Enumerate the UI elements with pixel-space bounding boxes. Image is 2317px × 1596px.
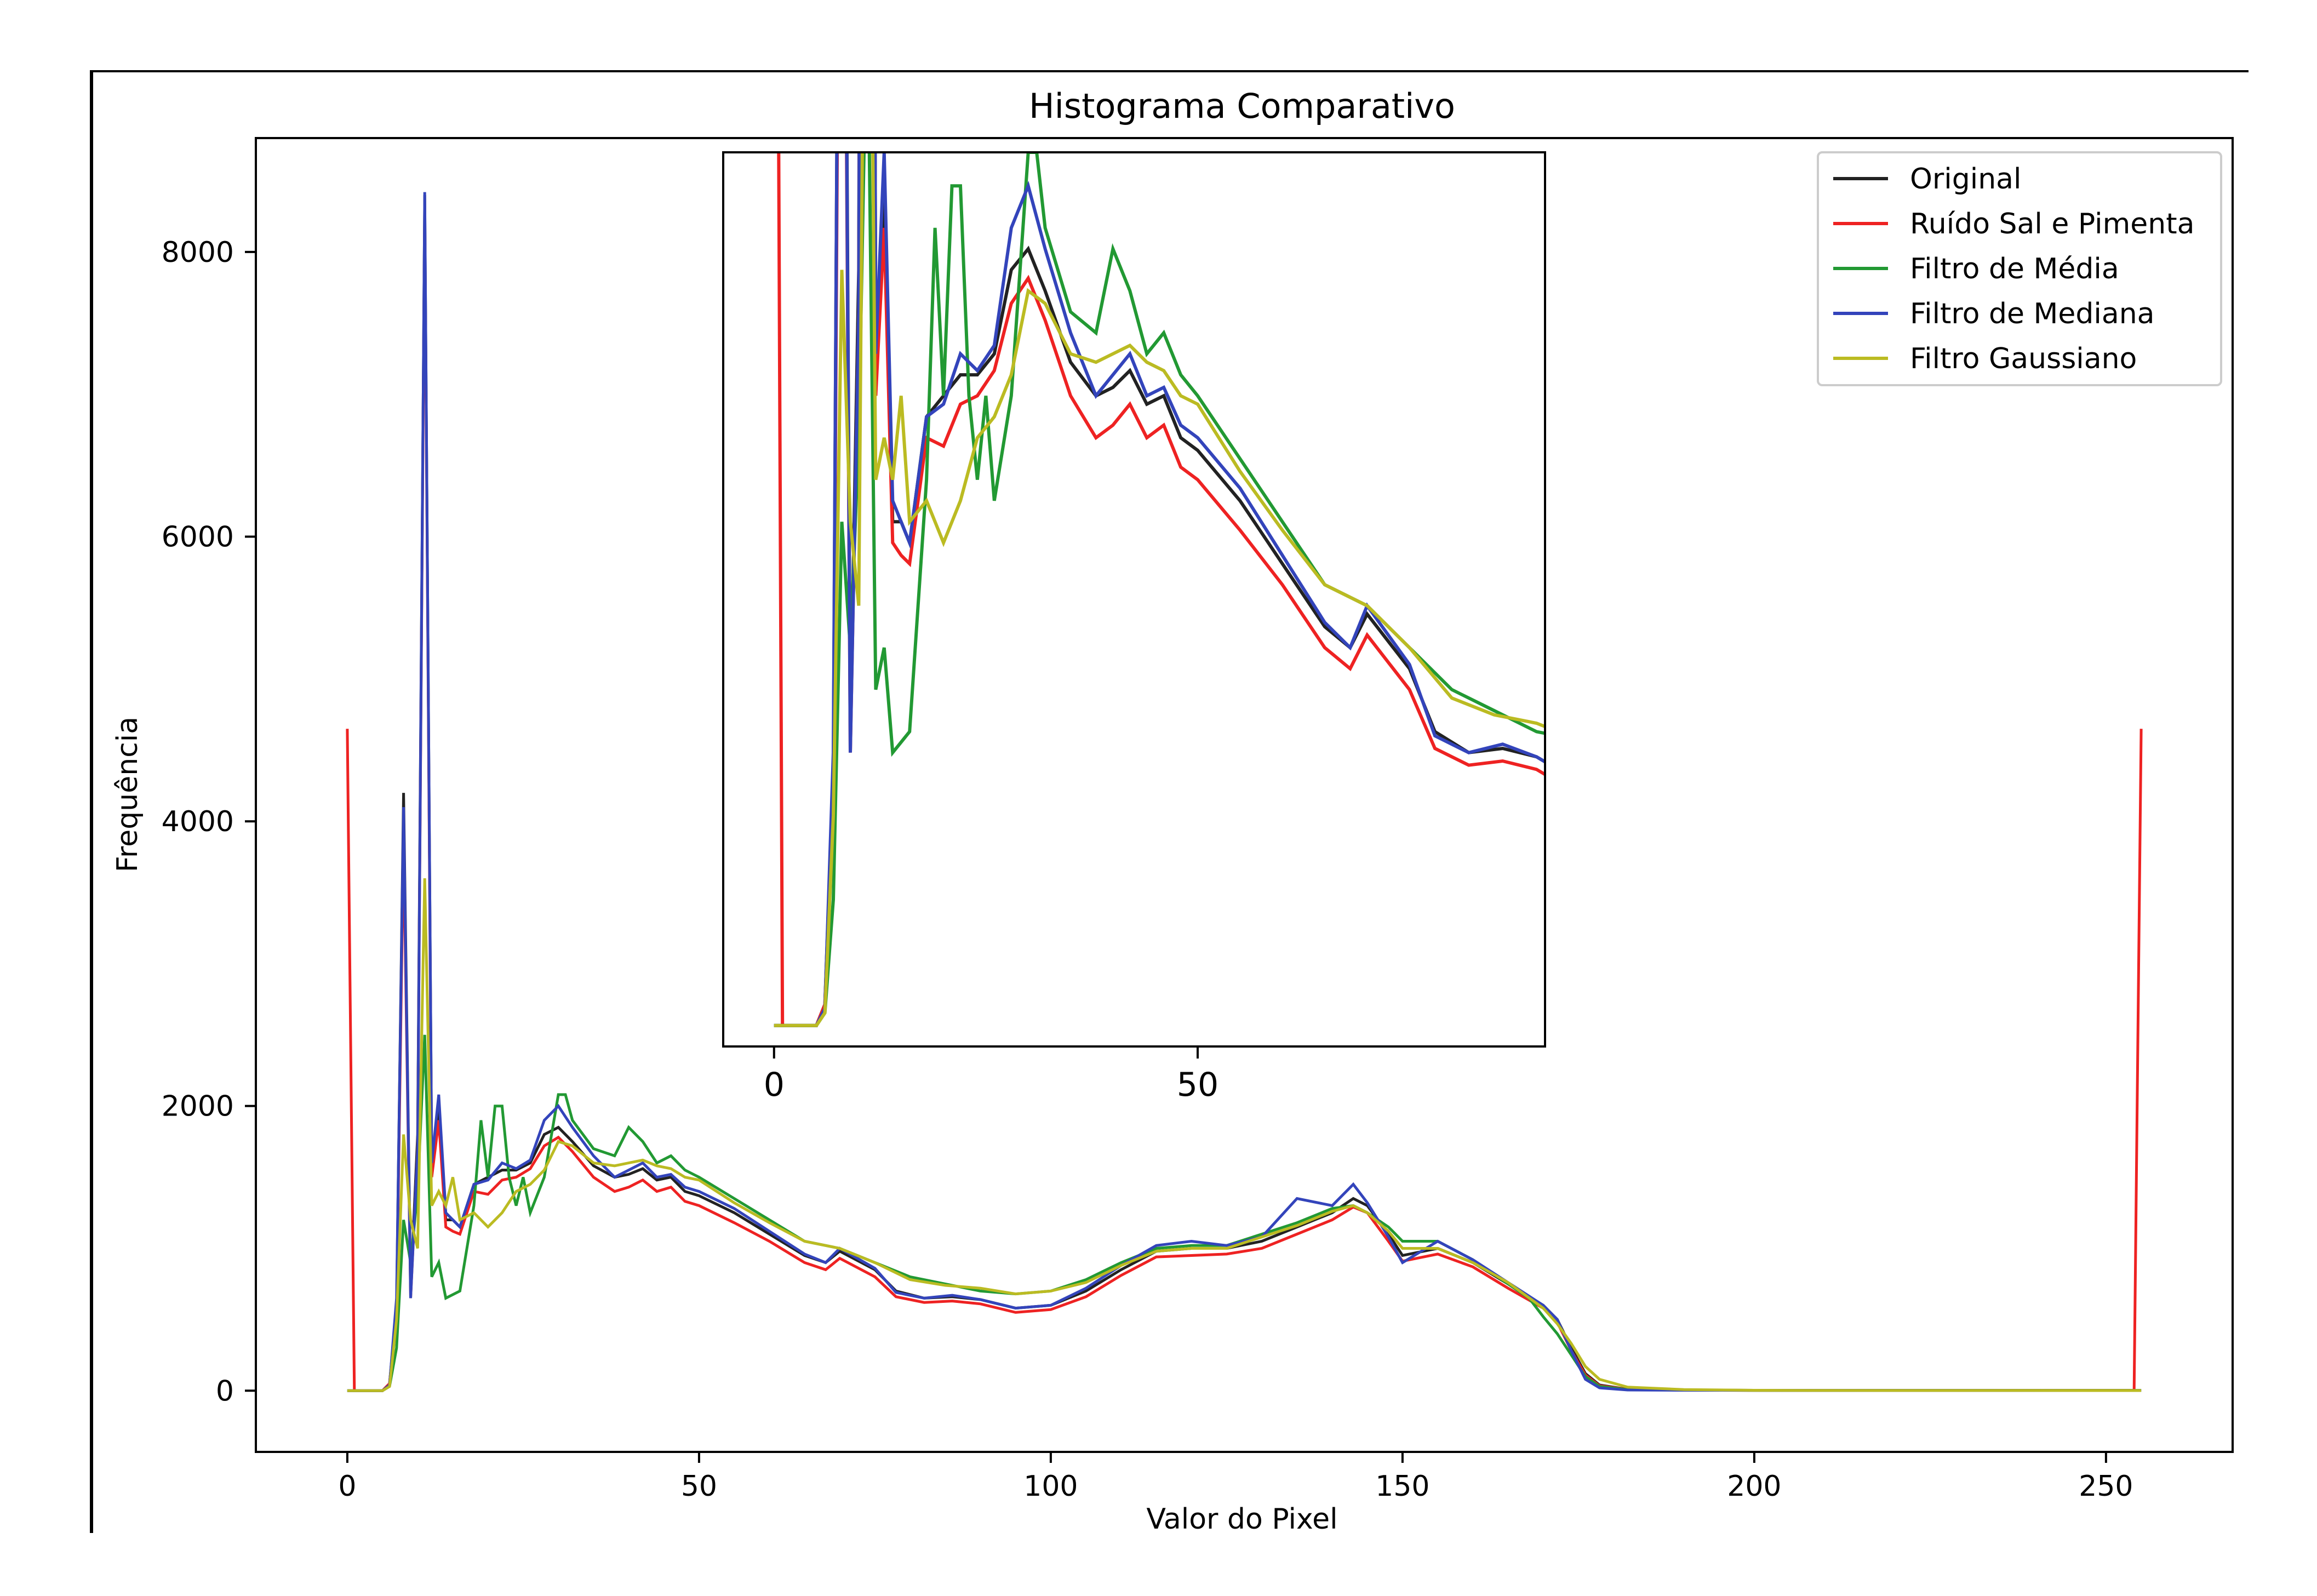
legend-label: Filtro Gaussiano [1910,342,2137,375]
inset-x-tick-label: 0 [764,1066,785,1104]
page-frame-left-border [90,70,93,1533]
x-tick-label: 200 [1727,1470,1781,1503]
y-tick-label: 0 [216,1375,234,1408]
x-tick-label: 50 [681,1470,717,1503]
x-tick-label: 250 [2079,1470,2133,1503]
legend-label: Filtro de Mediana [1910,298,2155,330]
inset-series-line-3 [774,152,1545,1027]
legend: Original Ruído Sal e Pimenta Filtro de Méd… [1817,151,2222,386]
page-frame-top-border [90,70,2249,72]
x-tick-label: 0 [338,1470,356,1503]
inset-series-line-4 [774,152,1545,1027]
main-plot-area: 0 50 100 150 200 250 0 2000 4000 6000 8000 [162,137,2234,1503]
legend-label: Original [1910,163,2021,196]
main-plot-frame [255,137,2234,1453]
inset-x-tick-label: 50 [1177,1066,1218,1104]
x-tick-label: 150 [1375,1470,1429,1503]
inset-series-line-2 [774,152,1545,1027]
y-tick-label: 8000 [162,236,234,269]
x-tick-label: 100 [1023,1470,1078,1503]
y-tick-label: 2000 [162,1090,234,1123]
chart-title: Histograma Comparativo [1029,86,1455,126]
legend-label: Ruído Sal e Pimenta [1910,208,2194,241]
inset-frame [722,151,1546,1048]
y-tick-label: 4000 [162,805,234,838]
series-line-4 [347,878,2142,1392]
series-line-2 [347,1034,2142,1392]
x-axis-title: Valor do Pixel [1146,1503,1337,1536]
y-tick-label: 6000 [162,520,234,553]
inset-plot-area: 0 50 [722,151,1546,1104]
legend-label: Filtro de Média [1910,253,2119,285]
legend-box [1817,151,2222,386]
y-axis-title: Frequência [111,717,144,872]
inset-series-line-1 [777,152,1545,1027]
series-line-3 [347,192,2142,1392]
